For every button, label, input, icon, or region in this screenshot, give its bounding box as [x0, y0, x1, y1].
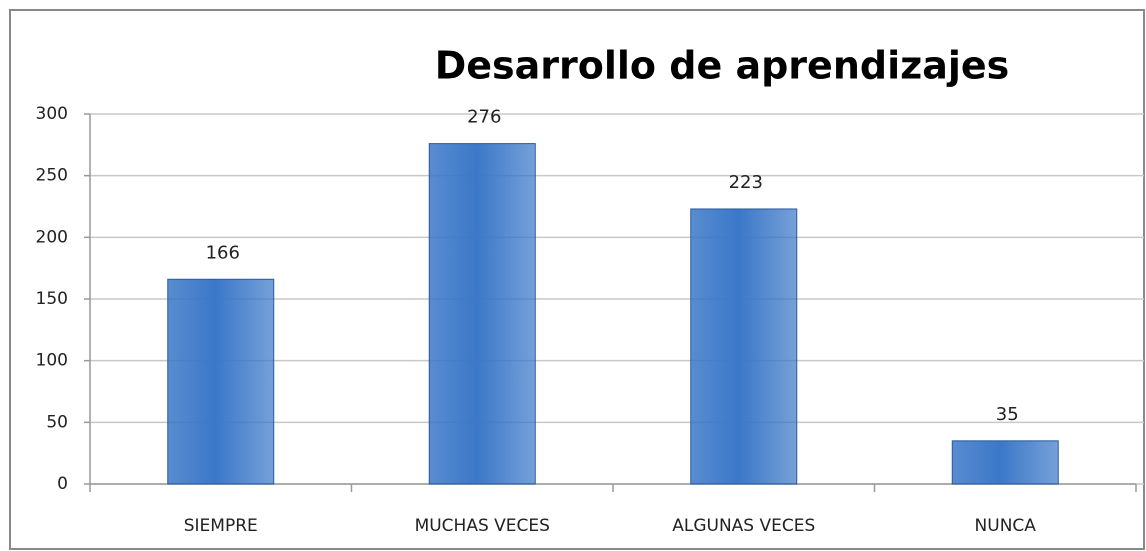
- bar: [951, 440, 1059, 485]
- bar: [428, 143, 536, 485]
- data-label: 276: [467, 107, 501, 128]
- y-tick-label: 150: [36, 289, 68, 309]
- y-tick-label: 250: [36, 166, 68, 186]
- x-tick-label: NUNCA: [975, 516, 1037, 536]
- y-tick-label: 200: [36, 227, 68, 247]
- y-tick-label: 0: [57, 474, 68, 494]
- y-tick-label: 300: [36, 104, 68, 124]
- bar: [167, 278, 275, 485]
- data-label: 35: [996, 404, 1019, 425]
- chart-title: Desarrollo de aprendizajes: [435, 44, 1010, 88]
- x-tick-label: MUCHAS VECES: [415, 516, 550, 536]
- x-tick-label: SIEMPRE: [184, 516, 258, 536]
- y-tick-label: 50: [46, 412, 68, 432]
- y-tick-label: 100: [36, 351, 68, 371]
- data-label: 166: [206, 242, 240, 263]
- data-label: 223: [729, 172, 763, 193]
- bar: [690, 208, 798, 485]
- x-tick-label: ALGUNAS VECES: [672, 516, 815, 536]
